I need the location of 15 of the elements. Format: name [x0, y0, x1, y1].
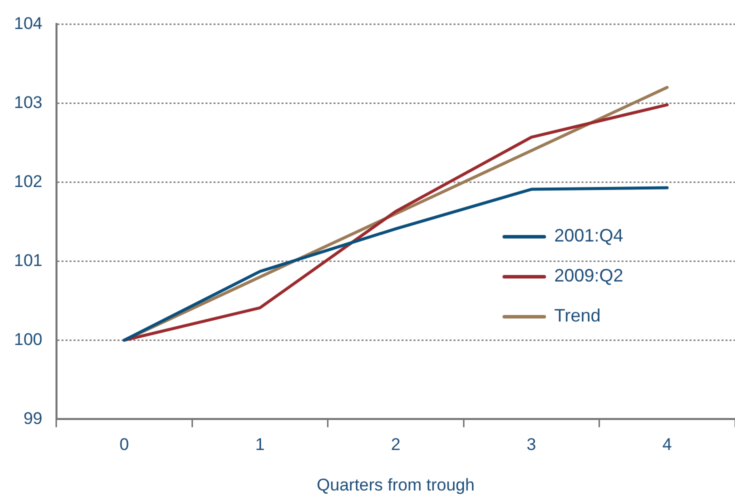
- x-tick-label: 3: [526, 435, 536, 454]
- y-tick-label: 100: [14, 330, 42, 349]
- legend-label: 2001:Q4: [554, 226, 624, 246]
- x-tick-label: 1: [255, 435, 265, 454]
- x-axis-title: Quarters from trough: [316, 475, 475, 494]
- y-tick-label: 99: [23, 408, 42, 428]
- y-tick-label: 102: [14, 172, 42, 191]
- x-tick-label: 2: [390, 435, 400, 454]
- y-tick-label: 104: [14, 14, 42, 33]
- legend-label: Trend: [554, 306, 601, 326]
- y-tick-label: 103: [14, 92, 42, 112]
- y-tick-label: 101: [14, 250, 42, 270]
- legend-label: 2009:Q2: [554, 266, 624, 286]
- x-tick-label: 0: [119, 435, 129, 454]
- x-tick-label: 4: [662, 435, 672, 454]
